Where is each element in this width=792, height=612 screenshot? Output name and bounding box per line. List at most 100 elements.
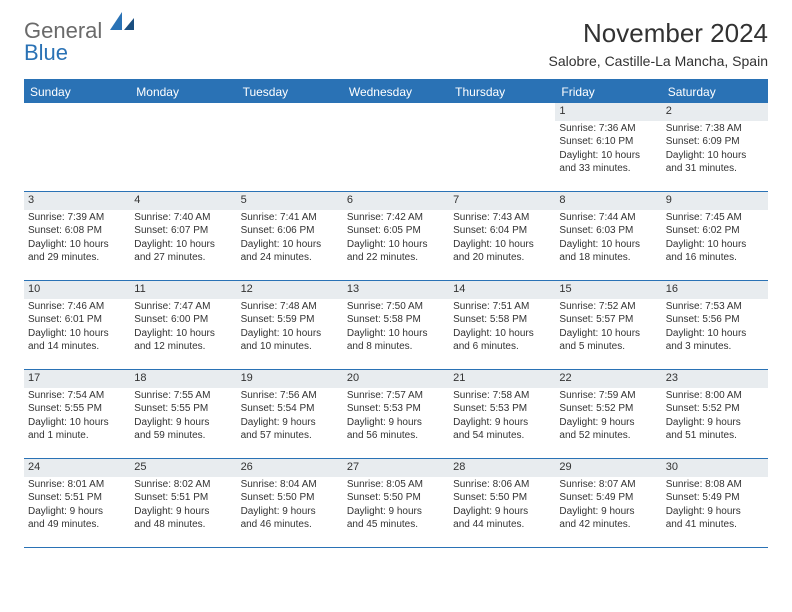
calendar-cell: 17 Sunrise: 7:54 AMSunset: 5:55 PMDayligh… <box>24 370 130 458</box>
calendar-cell <box>24 103 130 191</box>
calendar: Sunday Monday Tuesday Wednesday Thursday… <box>24 79 768 548</box>
day2-text: and 33 minutes. <box>559 163 657 176</box>
date-number: 1 <box>555 103 661 121</box>
sail-icon <box>110 12 134 32</box>
date-number: 10 <box>24 281 130 299</box>
page-title: November 2024 <box>549 18 768 49</box>
calendar-cell: 11Sunrise: 7:47 AMSunset: 6:00 PMDayligh… <box>130 281 236 369</box>
sunset-text: Sunset: 6:09 PM <box>666 136 764 149</box>
day-header-wednesday: Wednesday <box>343 81 449 103</box>
day2-text: and 3 minutes. <box>666 341 764 354</box>
sunrise-text: Sunrise: 7:39 AM <box>28 212 126 225</box>
calendar-cell: 7Sunrise: 7:43 AMSunset: 6:04 PMDaylight… <box>449 192 555 280</box>
sunrise-text: Sunrise: 8:01 AM <box>28 479 126 492</box>
sunset-text: Sunset: 6:05 PM <box>347 225 445 238</box>
sunrise-text: Sunrise: 8:08 AM <box>666 479 764 492</box>
day1-text: Daylight: 9 hours <box>559 506 657 519</box>
day2-text: and 48 minutes. <box>134 519 232 532</box>
day2-text: and 18 minutes. <box>559 252 657 265</box>
calendar-cell: 20Sunrise: 7:57 AMSunset: 5:53 PMDayligh… <box>343 370 449 458</box>
calendar-cell: 10Sunrise: 7:46 AMSunset: 6:01 PMDayligh… <box>24 281 130 369</box>
day2-text: and 8 minutes. <box>347 341 445 354</box>
date-number: 2 <box>662 103 768 121</box>
calendar-week: 24Sunrise: 8:01 AMSunset: 5:51 PMDayligh… <box>24 459 768 548</box>
calendar-cell <box>237 103 343 191</box>
date-number: 27 <box>343 459 449 477</box>
weeks-container: 1Sunrise: 7:36 AMSunset: 6:10 PMDaylight… <box>24 103 768 548</box>
calendar-cell: 28Sunrise: 8:06 AMSunset: 5:50 PMDayligh… <box>449 459 555 547</box>
day-header-row: Sunday Monday Tuesday Wednesday Thursday… <box>24 81 768 103</box>
date-number: 29 <box>555 459 661 477</box>
day-header-saturday: Saturday <box>662 81 768 103</box>
day1-text: Daylight: 10 hours <box>347 239 445 252</box>
day1-text: Daylight: 9 hours <box>666 506 764 519</box>
calendar-cell: 5Sunrise: 7:41 AMSunset: 6:06 PMDaylight… <box>237 192 343 280</box>
sunset-text: Sunset: 5:55 PM <box>134 403 232 416</box>
date-number: 28 <box>449 459 555 477</box>
logo-text: General Blue <box>24 18 134 64</box>
day1-text: Daylight: 10 hours <box>28 417 126 430</box>
day-header-friday: Friday <box>555 81 661 103</box>
sunrise-text: Sunrise: 7:55 AM <box>134 390 232 403</box>
sunset-text: Sunset: 5:55 PM <box>28 403 126 416</box>
calendar-week: 1Sunrise: 7:36 AMSunset: 6:10 PMDaylight… <box>24 103 768 192</box>
day1-text: Daylight: 9 hours <box>347 417 445 430</box>
sunrise-text: Sunrise: 7:48 AM <box>241 301 339 314</box>
day2-text: and 52 minutes. <box>559 430 657 443</box>
calendar-cell: 13Sunrise: 7:50 AMSunset: 5:58 PMDayligh… <box>343 281 449 369</box>
day1-text: Daylight: 10 hours <box>666 150 764 163</box>
date-number: 3 <box>24 192 130 210</box>
day1-text: Daylight: 10 hours <box>28 239 126 252</box>
day2-text: and 10 minutes. <box>241 341 339 354</box>
date-number: 4 <box>130 192 236 210</box>
day2-text: and 42 minutes. <box>559 519 657 532</box>
sunset-text: Sunset: 5:57 PM <box>559 314 657 327</box>
sunrise-text: Sunrise: 7:59 AM <box>559 390 657 403</box>
day1-text: Daylight: 9 hours <box>28 506 126 519</box>
date-number: 9 <box>662 192 768 210</box>
sunrise-text: Sunrise: 7:53 AM <box>666 301 764 314</box>
day2-text: and 44 minutes. <box>453 519 551 532</box>
date-number: 13 <box>343 281 449 299</box>
calendar-week: 10Sunrise: 7:46 AMSunset: 6:01 PMDayligh… <box>24 281 768 370</box>
day1-text: Daylight: 9 hours <box>559 417 657 430</box>
day2-text: and 12 minutes. <box>134 341 232 354</box>
day1-text: Daylight: 10 hours <box>666 328 764 341</box>
sunset-text: Sunset: 5:50 PM <box>453 492 551 505</box>
sunrise-text: Sunrise: 7:58 AM <box>453 390 551 403</box>
sunrise-text: Sunrise: 7:56 AM <box>241 390 339 403</box>
calendar-cell: 26Sunrise: 8:04 AMSunset: 5:50 PMDayligh… <box>237 459 343 547</box>
date-number: 14 <box>449 281 555 299</box>
day1-text: Daylight: 10 hours <box>241 328 339 341</box>
day-header-tuesday: Tuesday <box>237 81 343 103</box>
calendar-cell: 15Sunrise: 7:52 AMSunset: 5:57 PMDayligh… <box>555 281 661 369</box>
date-number: 15 <box>555 281 661 299</box>
sunset-text: Sunset: 5:51 PM <box>28 492 126 505</box>
calendar-cell <box>130 103 236 191</box>
day2-text: and 46 minutes. <box>241 519 339 532</box>
sunrise-text: Sunrise: 8:05 AM <box>347 479 445 492</box>
location-text: Salobre, Castille-La Mancha, Spain <box>549 53 768 69</box>
day2-text: and 31 minutes. <box>666 163 764 176</box>
sunrise-text: Sunrise: 8:00 AM <box>666 390 764 403</box>
sunset-text: Sunset: 6:06 PM <box>241 225 339 238</box>
date-number: 26 <box>237 459 343 477</box>
day-header-monday: Monday <box>130 81 236 103</box>
day1-text: Daylight: 9 hours <box>241 417 339 430</box>
day2-text: and 57 minutes. <box>241 430 339 443</box>
calendar-cell: 16Sunrise: 7:53 AMSunset: 5:56 PMDayligh… <box>662 281 768 369</box>
day1-text: Daylight: 10 hours <box>559 150 657 163</box>
day2-text: and 59 minutes. <box>134 430 232 443</box>
sunrise-text: Sunrise: 7:41 AM <box>241 212 339 225</box>
sunrise-text: Sunrise: 7:51 AM <box>453 301 551 314</box>
calendar-week: 3Sunrise: 7:39 AMSunset: 6:08 PMDaylight… <box>24 192 768 281</box>
sunrise-text: Sunrise: 7:54 AM <box>28 390 126 403</box>
calendar-cell: 30Sunrise: 8:08 AMSunset: 5:49 PMDayligh… <box>662 459 768 547</box>
sunset-text: Sunset: 5:50 PM <box>241 492 339 505</box>
sunrise-text: Sunrise: 8:02 AM <box>134 479 232 492</box>
date-number: 19 <box>237 370 343 388</box>
sunset-text: Sunset: 5:54 PM <box>241 403 339 416</box>
day1-text: Daylight: 10 hours <box>559 239 657 252</box>
date-number: 17 <box>24 370 130 388</box>
day2-text: and 1 minute. <box>28 430 126 443</box>
